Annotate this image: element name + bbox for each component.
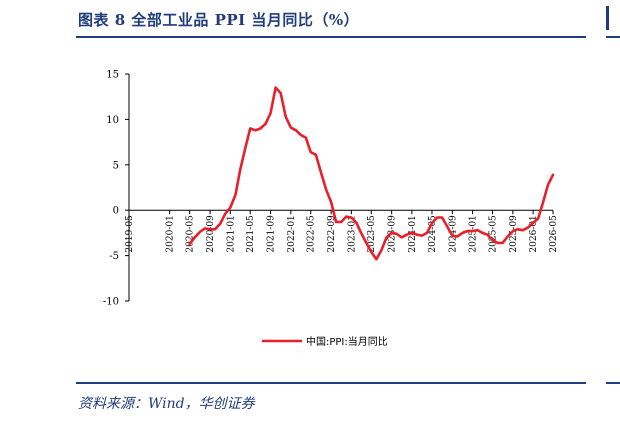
side-rule-bottom [606, 382, 620, 384]
bottom-rule [76, 382, 586, 384]
side-rule-top [606, 36, 620, 38]
x-tick-label: 2020-01 [166, 215, 176, 252]
x-tick-label: 2021-05 [246, 215, 256, 253]
x-tick-label: 2023-01 [347, 215, 357, 252]
x-axis: 2019-05 2020-01 2020-05 2020-09 2021-01 2021-… [125, 209, 559, 253]
x-tick-label: 2026-01 [529, 215, 539, 252]
legend-label: 中国:PPI:当月同比 [306, 335, 388, 348]
figure-title: 图表 8 全部工业品 PPI 当月同比（%） [78, 11, 360, 29]
x-tick-label: 2023-05 [367, 215, 377, 253]
x-tick-label: 2026-05 [549, 215, 559, 253]
y-tick-label: 5 [113, 160, 119, 171]
x-tick-label: 2021-01 [226, 215, 236, 252]
legend: 中国:PPI:当月同比 [262, 335, 388, 348]
y-tick-label: 10 [106, 115, 119, 126]
ppi-series-line [188, 86, 555, 261]
x-tick-label: 2022-09 [327, 215, 337, 253]
title-rule [76, 36, 586, 38]
x-tick-label: 2025-01 [469, 215, 479, 252]
x-tick-label: 2025-09 [509, 215, 519, 253]
y-axis: -10 -5 0 5 10 15 [103, 70, 130, 308]
series-layer [188, 86, 555, 261]
side-mark [606, 6, 609, 30]
source-note: 资料来源：Wind，华创证券 [78, 396, 255, 412]
x-tick-label: 2024-09 [448, 215, 458, 253]
x-tick-label: 2019-05 [125, 215, 135, 253]
x-tick-label: 2024-05 [428, 215, 438, 253]
y-tick-label: 15 [106, 70, 119, 81]
y-tick-label: -5 [109, 251, 119, 262]
x-tick-label: 2020-09 [206, 215, 216, 253]
x-tick-label: 2022-05 [307, 215, 317, 253]
y-tick-label: 0 [113, 206, 119, 217]
x-tick-label: 2021-09 [267, 215, 277, 253]
x-tick-label: 2022-01 [287, 215, 297, 252]
y-tick-label: -10 [103, 297, 119, 308]
x-tick-label: 2025-05 [488, 215, 498, 253]
x-tick-label: 2020-05 [186, 215, 196, 253]
